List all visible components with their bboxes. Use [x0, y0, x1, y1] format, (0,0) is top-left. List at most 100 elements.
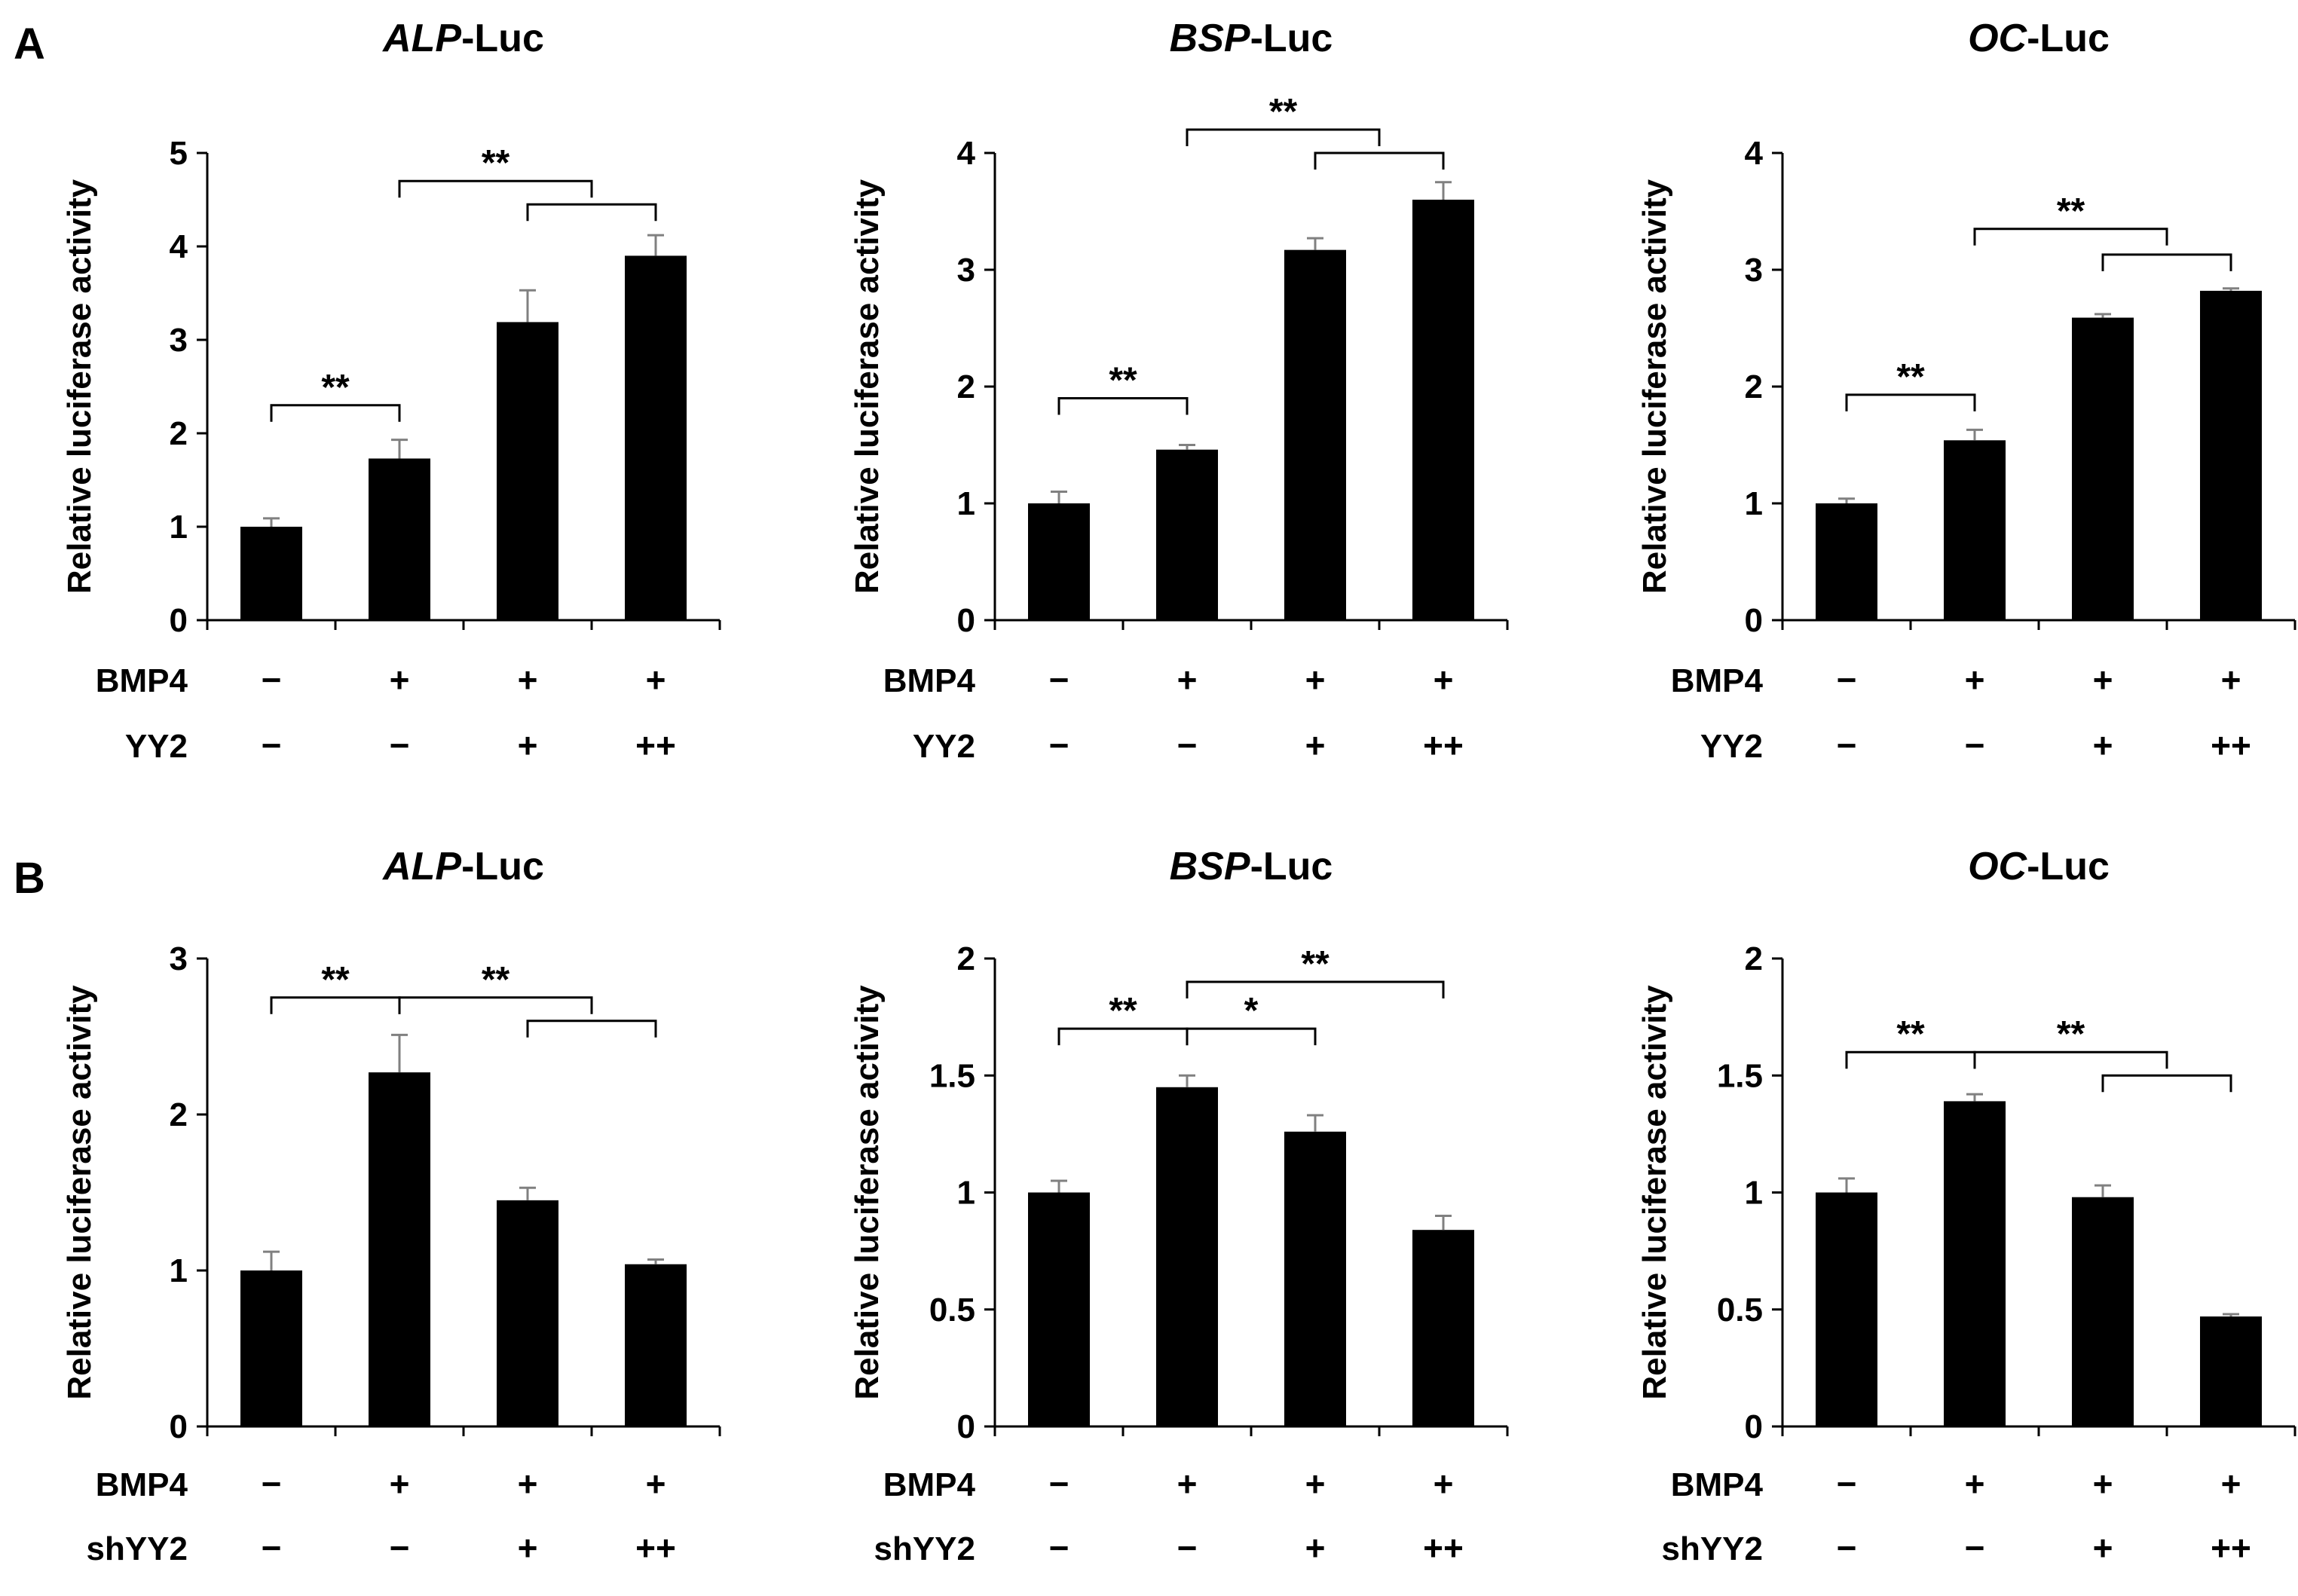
chart-title-gene: ALP	[381, 17, 461, 60]
bar	[1412, 1230, 1474, 1426]
y-tick-label: 0	[1745, 602, 1763, 639]
significance-bracket	[270, 996, 401, 1014]
bar	[1944, 1101, 2006, 1426]
y-tick-label: 0	[170, 602, 188, 639]
chart-title: OC-Luc	[1968, 845, 2110, 888]
y-tick-label: 0.5	[929, 1292, 975, 1328]
bar	[1028, 503, 1090, 620]
condition-mark: −	[1049, 1464, 1069, 1503]
condition-label: YY2	[125, 728, 188, 765]
y-tick-label: 1	[957, 485, 975, 522]
condition-label: BMP4	[96, 662, 188, 699]
significance-label: **	[1109, 991, 1137, 1031]
condition-mark: −	[262, 1528, 282, 1567]
condition-label: BMP4	[883, 1466, 976, 1503]
condition-mark: −	[1837, 660, 1857, 699]
condition-mark: −	[1837, 1464, 1857, 1503]
significance-bracket	[1973, 1050, 2168, 1069]
y-tick-label: 5	[170, 135, 188, 172]
chart-b-oc-luc: OC-Luc Relative luciferase activity 0 0.5 1 1…	[1636, 845, 2296, 1567]
condition-mark: −	[1965, 1528, 1985, 1567]
y-axis-label: Relative luciferase activity	[1636, 985, 1673, 1400]
y-tick-label: 0	[957, 602, 975, 639]
significance-bracket	[270, 404, 401, 422]
bar	[1156, 449, 1218, 620]
significance-label: **	[321, 368, 350, 408]
bar	[1028, 1192, 1090, 1426]
y-tick-label: 3	[170, 322, 188, 359]
significance-label: **	[2057, 191, 2085, 231]
significance-label: **	[321, 960, 350, 1000]
bar	[1944, 440, 2006, 620]
chart-b-alp-luc: ALP-Luc Relative luciferase activity 0 1 2 3 *…	[61, 845, 721, 1567]
y-tick-label: 4	[957, 135, 976, 172]
chart-a-bsp-luc: BSP-Luc Relative luciferase activity 0 1 2 3 4…	[849, 17, 1509, 765]
bar	[2200, 1316, 2262, 1426]
condition-label: shYY2	[874, 1530, 975, 1567]
y-axis-label: Relative luciferase activity	[61, 985, 98, 1400]
condition-mark: +	[2093, 726, 2113, 765]
bar	[369, 1072, 430, 1426]
condition-label: BMP4	[883, 662, 976, 699]
condition-mark: −	[1049, 1528, 1069, 1567]
condition-label: BMP4	[1671, 662, 1764, 699]
condition-mark: +	[1305, 726, 1326, 765]
bar	[1284, 249, 1346, 620]
significance-bracket	[1186, 1027, 1317, 1046]
condition-mark: +	[646, 660, 666, 699]
condition-mark: +	[1177, 1464, 1198, 1503]
y-tick-label: 1	[957, 1175, 975, 1212]
bar	[1156, 1087, 1218, 1426]
significance-label: **	[1269, 92, 1298, 132]
chart-title-gene: ALP	[381, 845, 461, 888]
bar	[240, 1270, 302, 1426]
condition-mark: −	[1049, 660, 1069, 699]
condition-label: shYY2	[1661, 1530, 1763, 1567]
condition-mark: +	[1434, 1464, 1454, 1503]
condition-mark: −	[262, 1464, 282, 1503]
condition-mark: +	[1305, 1464, 1326, 1503]
y-tick-label: 0	[170, 1408, 188, 1445]
panel-label-b: B	[14, 854, 45, 903]
bar	[497, 322, 558, 620]
chart-a-oc-luc: OC-Luc Relative luciferase activity 0 1 2 3 4 *…	[1636, 17, 2296, 765]
condition-mark: −	[1965, 726, 1985, 765]
condition-mark: −	[390, 726, 410, 765]
bar	[2200, 290, 2262, 620]
condition-mark: −	[1837, 1528, 1857, 1567]
significance-bracket	[1314, 151, 1445, 170]
condition-mark: +	[1177, 660, 1198, 699]
condition-mark: +	[390, 660, 410, 699]
significance-label: **	[2057, 1014, 2085, 1054]
significance-bracket	[1057, 1027, 1189, 1046]
condition-mark: +	[1965, 660, 1985, 699]
y-tick-label: 2	[957, 368, 975, 405]
y-tick-label: 4	[1745, 135, 1764, 172]
bar	[625, 1264, 687, 1426]
condition-mark: ++	[635, 726, 676, 765]
condition-label: shYY2	[86, 1530, 188, 1567]
condition-mark: +	[1305, 660, 1326, 699]
y-tick-label: 2	[1745, 368, 1763, 405]
chart-a-alp-luc: ALP-Luc Relative luciferase activity 0 1 2 3 4…	[61, 17, 721, 765]
bar	[369, 458, 430, 620]
significance-bracket	[526, 203, 657, 222]
y-tick-label: 3	[170, 940, 188, 977]
bar	[625, 255, 687, 620]
condition-mark: −	[262, 660, 282, 699]
significance-label: *	[1244, 991, 1259, 1031]
condition-mark: +	[390, 1464, 410, 1503]
condition-mark: ++	[635, 1528, 676, 1567]
y-axis-label: Relative luciferase activity	[849, 985, 886, 1400]
chart-title-gene: OC	[1968, 17, 2027, 60]
condition-mark: +	[1305, 1528, 1326, 1567]
bar	[1816, 503, 1877, 620]
chart-title: ALP-Luc	[381, 17, 544, 60]
significance-label: **	[482, 143, 510, 183]
chart-title-suffix: -Luc	[2027, 845, 2110, 888]
chart-title-gene: BSP	[1170, 17, 1250, 60]
y-tick-label: 0	[957, 1408, 975, 1445]
bar	[1284, 1131, 1346, 1426]
condition-mark: +	[518, 726, 538, 765]
